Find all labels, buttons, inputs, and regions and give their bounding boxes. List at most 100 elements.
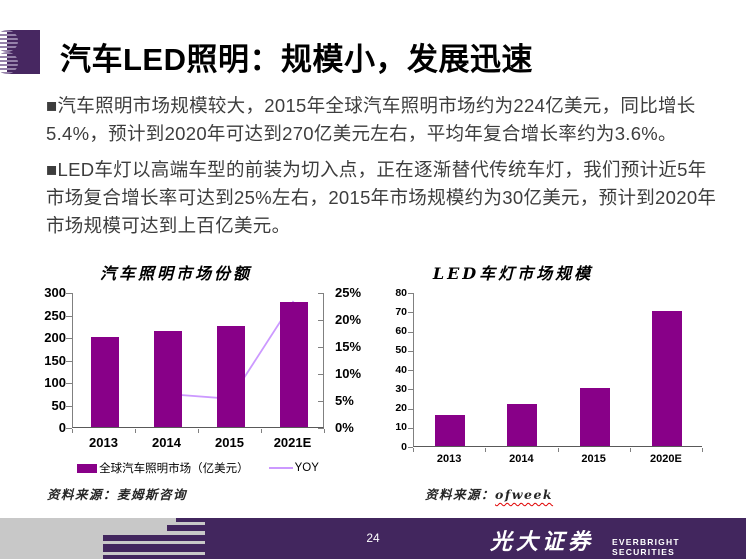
led-market-chart: LED车灯市场规模 资料来源：ofweek 0 10 20 30 40 50 60 70 80 2…: [388, 253, 723, 505]
y-axis-tick-0: 0: [401, 440, 407, 453]
x-axis-label-2014: 2014: [509, 453, 534, 465]
right-axis-tickmark: [318, 428, 324, 429]
right-axis-tickmark: [318, 347, 324, 348]
footer-step-decoration: [167, 525, 205, 531]
y-axis-tick-80: 80: [395, 286, 407, 299]
y-axis-tickmark: [408, 331, 413, 333]
x-axis-tickmark: [557, 448, 559, 452]
source-value: ofweek: [495, 487, 554, 502]
x-axis-tickmark: [629, 448, 631, 452]
slide-logo-mark: [0, 30, 40, 74]
right-axis-tick-0%: 0%: [335, 420, 354, 435]
right-axis-tick-10%: 10%: [335, 366, 362, 381]
x-axis-tickmark: [261, 429, 262, 433]
y-axis-tickmark: [408, 293, 413, 294]
y-axis-tick-40: 40: [395, 363, 407, 376]
y-axis-tickmark: [408, 427, 413, 429]
page-number: 24: [366, 531, 380, 545]
bar-2013: [90, 337, 119, 427]
y-axis-tickmark: [408, 447, 413, 448]
footer-step-decoration: [176, 518, 205, 522]
right-axis-tick-5%: 5%: [335, 393, 354, 408]
right-axis-tick-15%: 15%: [335, 339, 362, 354]
bar-2020E: [651, 311, 682, 446]
y-axis-tick-60: 60: [395, 325, 407, 337]
body-text: ■汽车照明市场规模较大，2015年全球汽车照明市场约为224亿美元，同比增长5.…: [46, 92, 722, 240]
market-share-chart: 汽车照明市场份额 全球汽车照明市场（亿美元） YOY 资料来源：麦姆斯咨询 0 5…: [40, 253, 385, 505]
left-axis-tickmark: [66, 293, 72, 294]
x-axis-label-2015: 2015: [215, 435, 244, 450]
bar-series-swatch-icon: [77, 463, 98, 473]
y-axis-tick-20: 20: [395, 402, 407, 414]
y-axis-tick-10: 10: [395, 421, 407, 434]
x-axis-tickmark: [413, 448, 414, 452]
y-axis-tickmark: [408, 370, 413, 371]
left-axis-tick-100: 100: [44, 375, 66, 390]
right-axis-tickmark: [318, 293, 324, 294]
footer-purple-band: [205, 518, 746, 559]
left-axis-tickmark: [66, 428, 72, 429]
brand-logo-en: EVERBRIGHT SECURITIES: [612, 537, 680, 557]
chart-title: LED车灯市场规模: [432, 264, 594, 283]
legend-label: YOY: [294, 462, 319, 474]
source-label: 资料来源：: [425, 487, 496, 502]
x-axis-tickmark: [702, 448, 703, 452]
right-axis-tickmark: [318, 374, 324, 375]
bar-2013: [435, 415, 466, 446]
y-axis-tickmark: [408, 389, 413, 391]
market-share-plot-area: [72, 293, 324, 428]
legend-item-line-series: YOY: [268, 462, 319, 474]
x-axis-label-2014: 2014: [152, 435, 181, 450]
x-axis-label-2013: 2013: [436, 453, 462, 465]
x-axis-tickmark: [135, 429, 136, 433]
x-axis-tickmark: [324, 429, 325, 433]
brand-logo-cn: 光大证券: [490, 529, 595, 555]
logo-striped-circle-icon: [0, 30, 18, 52]
footer-step-decoration: [103, 544, 205, 552]
x-axis-tickmark: [485, 448, 487, 452]
y-axis-tickmark: [408, 350, 413, 352]
line-series-swatch-icon: [268, 467, 293, 469]
bullet-paragraph: ■LED车灯以高端车型的前装为切入点，正在逐渐替代传统车灯，我们预计近5年市场复…: [46, 159, 717, 236]
x-axis-tickmark: [72, 429, 73, 433]
left-axis-tick-200: 200: [44, 330, 66, 345]
bar-2014: [507, 403, 538, 446]
chart-legend: 全球汽车照明市场（亿美元） YOY: [40, 460, 356, 476]
logo-striped-circle-icon: [0, 52, 18, 74]
bar-2015: [216, 326, 245, 427]
led-market-plot-area: [413, 293, 702, 447]
source-note: 资料来源：ofweek: [425, 484, 553, 503]
y-axis-tick-50: 50: [395, 344, 407, 357]
page-title: 汽车LED照明：规模小，发展迅速: [60, 42, 533, 77]
x-axis-label-2021E: 2021E: [273, 435, 312, 450]
left-axis-tickmark: [66, 315, 72, 317]
legend-item-bar-series: 全球汽车照明市场（亿美元）: [77, 460, 249, 476]
source-note: 资料来源：麦姆斯咨询: [47, 487, 188, 502]
left-axis-tick-50: 50: [51, 397, 66, 413]
y-axis-tickmark: [408, 408, 413, 410]
chart-title: 汽车照明市场份额: [99, 264, 252, 283]
footer-step-decoration: [103, 535, 205, 541]
x-axis-tickmark: [198, 429, 199, 433]
bar-2021E: [279, 302, 308, 427]
left-axis-tickmark: [66, 360, 72, 362]
left-axis-tick-300: 300: [44, 285, 66, 300]
legend-label: 全球汽车照明市场（亿美元）: [99, 463, 249, 475]
right-axis-tickmark: [318, 401, 324, 402]
x-axis-label-2015: 2015: [581, 453, 606, 465]
footer-step-decoration: [103, 555, 205, 559]
bar-2014: [153, 331, 182, 427]
bullet-paragraph: ■汽车照明市场规模较大，2015年全球汽车照明市场约为224亿美元，同比增长5.…: [46, 95, 696, 144]
y-axis-tickmark: [408, 312, 413, 314]
left-axis-tick-0: 0: [58, 420, 66, 435]
right-axis-tick-25%: 25%: [335, 285, 362, 300]
x-axis-label-2020E: 2020E: [649, 453, 682, 465]
right-axis-tick-20%: 20%: [335, 312, 362, 327]
left-axis-tickmark: [66, 405, 72, 407]
left-axis-tickmark: [66, 338, 72, 339]
right-axis-tickmark: [318, 320, 324, 321]
left-axis-tickmark: [66, 383, 72, 384]
bar-2015: [579, 388, 610, 446]
left-axis-tick-250: 250: [44, 307, 66, 323]
